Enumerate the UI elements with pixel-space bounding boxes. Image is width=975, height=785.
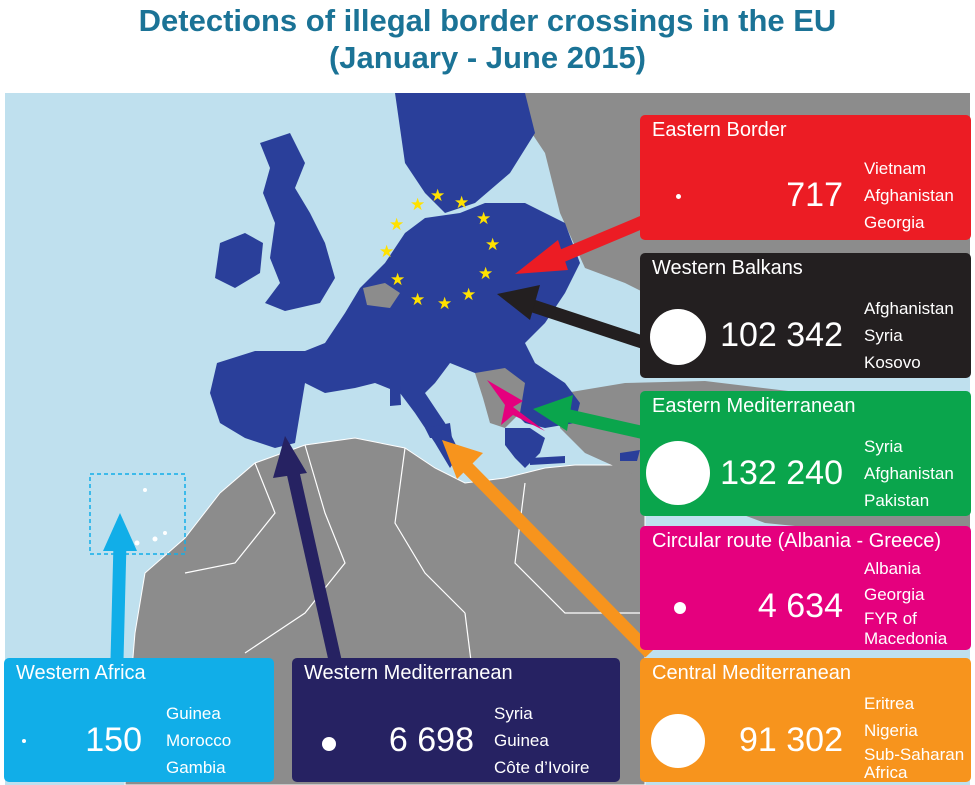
arrow-western-africa [110,542,127,661]
eu-star: ★ [476,209,491,229]
route-volume-dot [322,737,336,751]
country: Guinea [494,731,549,750]
route-countries: Afghanistan Syria Kosovo [864,295,954,376]
title-line-1: Detections of illegal border crossings i… [138,3,837,38]
route-name: Western Balkans [652,257,803,279]
eu-star: ★ [430,186,445,206]
country: FYR of [864,609,917,628]
norway-land [395,93,535,213]
eu-star: ★ [410,195,425,215]
country: Pakistan [864,491,930,510]
route-box-western-mediterranean: Western Mediterranean 6 698 Syria Guinea… [292,658,620,782]
canary-islands [134,488,167,546]
route-volume-dot [650,309,706,365]
sicily [425,423,452,438]
country: Africa [864,763,908,782]
route-value: 132 240 [720,454,843,492]
cyprus [620,450,640,461]
route-box-eastern-mediterranean: Eastern Mediterranean 132 240 Syria Afgh… [640,391,971,516]
eu-star: ★ [461,285,476,305]
country: Macedonia [864,629,948,648]
country: Afghanistan [864,464,954,483]
country: Syria [494,704,533,723]
route-volume-dot [651,714,705,768]
arrow-eastern-mediterranean [563,408,647,440]
country: Syria [864,437,903,456]
eu-star: ★ [437,294,452,314]
arrowhead-western-mediterranean [273,436,307,478]
route-name: Eastern Border [652,119,787,141]
arrowhead-eastern-border [515,240,568,274]
arrowhead-western-balkans [497,285,540,320]
route-volume-dot [646,441,710,505]
route-arrows [103,215,655,662]
route-value: 717 [786,176,843,214]
route-value: 91 302 [739,721,843,759]
route-countries: Syria Guinea Côte d’Ivoire [494,700,589,781]
eu-star: ★ [410,290,425,310]
route-countries: Syria Afghanistan Pakistan [864,433,954,514]
arrow-western-mediterranean [285,466,342,662]
eu-star: ★ [379,242,394,262]
arrowhead-central-mediterranean [442,440,483,479]
crete [530,456,565,465]
country: Albania [864,559,921,578]
eu-star: ★ [454,193,469,213]
eu-star: ★ [485,235,500,255]
country: Georgia [864,213,925,232]
country: Afghanistan [864,186,954,205]
route-box-western-africa: Western Africa 150 Guinea Morocco Gambia [4,658,274,782]
arrowhead-eastern-mediterranean [533,395,573,431]
country: Georgia [864,585,925,604]
country: Afghanistan [864,299,954,318]
country: Morocco [166,731,232,750]
route-value: 150 [85,721,142,759]
country: Côte d’Ivoire [494,758,590,777]
country: Kosovo [864,353,921,372]
route-name: Western Africa [16,662,146,684]
eu-star: ★ [389,215,404,235]
country: Syria [864,326,903,345]
route-value: 4 634 [757,587,843,625]
arrow-western-balkans [527,298,648,350]
route-name: Western Mediterranean [304,662,513,684]
switzerland [363,283,400,308]
route-countries: Eritrea Nigeria Sub-Saharan Africa [864,690,965,782]
route-value: 102 342 [720,316,843,354]
route-countries: Guinea Morocco Gambia [166,700,231,781]
route-volume-dot [676,194,681,199]
country: Sub-Saharan [864,745,965,764]
route-name: Central Mediterranean [652,662,851,684]
eu-stars: ★ ★ ★ ★ ★ ★ ★ ★ ★ ★ ★ ★ [379,186,500,314]
country: Guinea [166,704,221,723]
country: Nigeria [864,721,918,740]
route-name: Eastern Mediterranean [652,395,856,417]
ireland [215,233,263,288]
route-countries: Albania Georgia FYR of Macedonia [864,556,947,648]
route-box-circular-route: Circular route (Albania - Greece) 4 634 … [640,526,971,650]
route-volume-dot [674,602,686,614]
country: Eritrea [864,694,915,713]
route-box-eastern-border: Eastern Border 717 Vietnam Afghanistan G… [640,115,971,240]
route-box-western-balkans: Western Balkans 102 342 Afghanistan Syri… [640,253,971,378]
country: Vietnam [864,159,927,178]
canary-islands-frame [89,473,186,555]
africa-borders [184,444,645,714]
eu-mainland [210,203,580,468]
sardinia [390,383,401,406]
route-countries: Vietnam Afghanistan Georgia [864,155,954,236]
great-britain [260,133,335,311]
route-box-central-mediterranean: Central Mediterranean 91 302 Eritrea Nig… [640,658,971,782]
arrow-central-mediterranean [460,460,655,658]
arrowhead-western-africa [103,513,137,551]
country: Gambia [166,758,226,777]
eu-star: ★ [390,270,405,290]
route-value: 6 698 [388,721,474,759]
title-line-2: (January - June 2015) [328,40,647,75]
eu-star: ★ [478,264,493,284]
arrow-circular-route [487,380,545,431]
route-name: Circular route (Albania - Greece) [652,530,941,552]
route-volume-dot [22,739,26,743]
